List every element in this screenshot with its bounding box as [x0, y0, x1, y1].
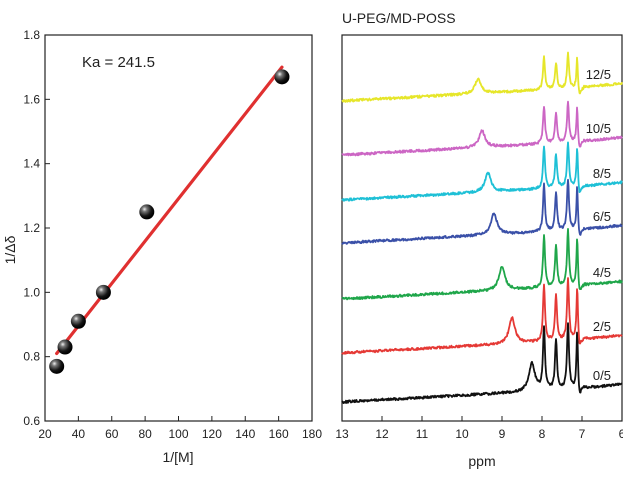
fit-line-group — [55, 65, 284, 356]
x-tick-label: 160 — [269, 427, 289, 441]
y-tick-label: 1.2 — [23, 221, 40, 235]
spectrum-trace — [341, 178, 623, 245]
spectrum-trace — [341, 322, 623, 404]
y-tick-label: 1.0 — [23, 285, 40, 299]
x-tick-label: 8 — [539, 427, 546, 441]
data-point — [274, 69, 290, 85]
spectrum-trace — [341, 141, 623, 202]
right-chart: U-PEG/MD-POSS 13 12 11 10 9 8 7 6 0/5 2/5 4/5 6/5 8… — [335, 10, 623, 469]
data-point — [139, 204, 155, 220]
x-tick-label: 100 — [168, 427, 188, 441]
x-tick-label: 10 — [455, 427, 469, 441]
left-x-axis-label: 1/[M] — [162, 449, 193, 465]
x-tick-label: 120 — [202, 427, 222, 441]
right-x-axis-label: ppm — [468, 453, 495, 469]
y-tick-label: 1.8 — [23, 28, 40, 42]
spectrum-trace — [341, 100, 623, 157]
left-y-axis-label: 1/Δδ — [2, 235, 18, 264]
right-plot-frame — [341, 34, 623, 422]
x-tick-label: 140 — [235, 427, 255, 441]
data-points-group — [49, 69, 290, 374]
ratio-label: 2/5 — [593, 319, 611, 334]
x-tick-label: 7 — [579, 427, 586, 441]
data-point — [49, 358, 65, 374]
ka-annotation: Ka = 241.5 — [82, 54, 155, 71]
x-tick-label: 11 — [416, 427, 429, 441]
ratio-label: 8/5 — [593, 166, 611, 181]
y-tick-label: 1.6 — [23, 92, 40, 106]
x-tick-label: 20 — [38, 427, 52, 441]
x-tick-label: 60 — [105, 427, 119, 441]
x-tick-label: 9 — [499, 427, 506, 441]
x-tick-label: 40 — [72, 427, 86, 441]
spectrum-trace — [341, 51, 623, 103]
data-point — [70, 313, 86, 329]
left-chart: 0.6 0.8 1.0 1.2 1.4 1.6 1.8 20 40 60 80 100 120 140 1… — [2, 28, 322, 465]
ratio-label: 10/5 — [586, 121, 611, 136]
right-x-axis: 13 12 11 10 9 8 7 6 — [335, 416, 623, 441]
ratio-label: 0/5 — [593, 368, 611, 383]
x-tick-label: 13 — [335, 427, 349, 441]
x-tick-label: 180 — [302, 427, 322, 441]
data-point — [95, 284, 111, 300]
y-tick-label: 0.8 — [23, 350, 40, 364]
ratio-label: 6/5 — [593, 209, 611, 224]
x-tick-label: 6 — [619, 427, 623, 441]
ratio-label: 4/5 — [593, 265, 611, 280]
data-point — [57, 339, 73, 355]
y-tick-label: 0.6 — [23, 414, 40, 428]
spectrum-trace — [341, 228, 623, 301]
x-tick-label: 80 — [138, 427, 152, 441]
spectra-group — [341, 51, 623, 404]
ratio-label: 12/5 — [586, 67, 611, 82]
left-plot-frame — [44, 34, 313, 422]
ratio-labels-group: 0/5 2/5 4/5 6/5 8/5 10/5 12/5 — [586, 67, 611, 383]
left-y-axis: 0.6 0.8 1.0 1.2 1.4 1.6 1.8 — [23, 28, 50, 428]
spectrum-trace — [341, 277, 623, 355]
left-x-axis: 20 40 60 80 100 120 140 160 180 — [38, 416, 322, 441]
fit-line — [55, 65, 284, 356]
y-tick-label: 1.4 — [23, 157, 40, 171]
right-chart-title: U-PEG/MD-POSS — [342, 10, 456, 26]
x-tick-label: 12 — [375, 427, 389, 441]
